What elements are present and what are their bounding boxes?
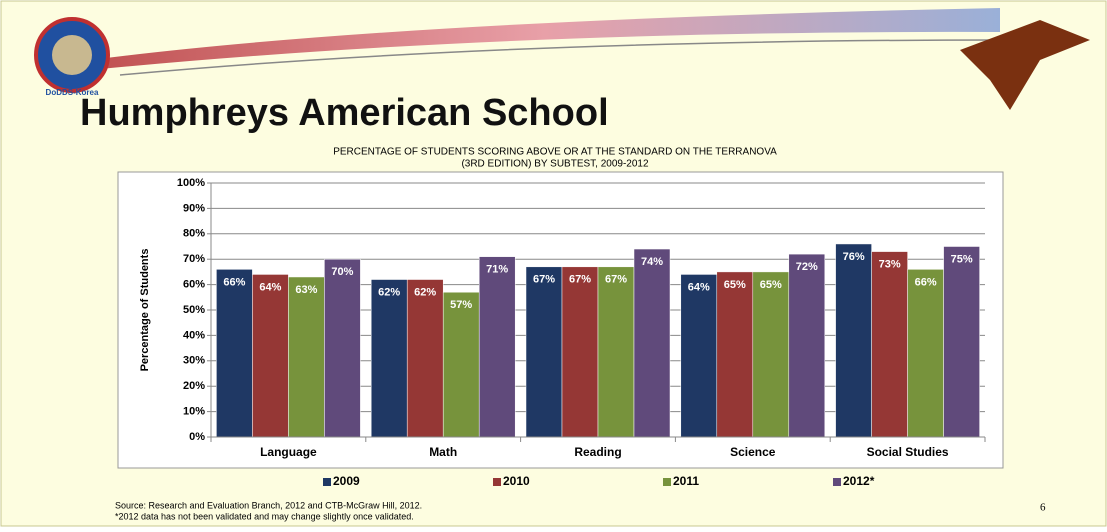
source-text: Source: Research and Evaluation Branch, … <box>115 500 422 510</box>
data-label: 64% <box>259 281 281 293</box>
data-label: 72% <box>796 261 818 273</box>
bar <box>634 249 670 437</box>
note-text: *2012 data has not been validated and ma… <box>115 511 414 521</box>
bar <box>324 259 360 437</box>
x-tick-label: Social Studies <box>867 445 949 459</box>
y-axis-label: Percentage of Students <box>139 249 151 372</box>
y-tick-label: 50% <box>183 304 205 316</box>
data-label: 67% <box>533 274 555 286</box>
legend-label: 2012* <box>843 474 875 488</box>
y-tick-label: 60% <box>183 279 205 291</box>
data-label: 64% <box>688 281 710 293</box>
y-tick-label: 0% <box>189 431 205 443</box>
bar <box>753 272 789 437</box>
chart-title: (3RD EDITION) BY SUBTEST, 2009-2012 <box>461 159 649 170</box>
data-label: 74% <box>641 256 663 268</box>
bar <box>216 269 252 437</box>
data-label: 66% <box>915 276 937 288</box>
legend-label: 2009 <box>333 474 360 488</box>
bar <box>443 292 479 437</box>
y-tick-label: 40% <box>183 329 205 341</box>
bar <box>407 280 443 437</box>
bar <box>681 274 717 437</box>
page-number: 6 <box>1040 502 1046 514</box>
data-label: 75% <box>951 253 973 265</box>
bar <box>562 267 598 437</box>
legend-swatch <box>833 478 841 486</box>
y-tick-label: 80% <box>183 228 205 240</box>
legend-swatch <box>493 478 501 486</box>
data-label: 63% <box>295 284 317 296</box>
data-label: 65% <box>760 279 782 291</box>
legend-label: 2011 <box>673 474 699 488</box>
y-tick-label: 70% <box>183 253 205 265</box>
y-tick-label: 30% <box>183 355 205 367</box>
data-label: 73% <box>879 258 901 270</box>
legend-swatch <box>663 478 671 486</box>
data-label: 65% <box>724 279 746 291</box>
bar <box>288 277 324 437</box>
chart-title: PERCENTAGE OF STUDENTS SCORING ABOVE OR … <box>333 147 777 158</box>
y-tick-label: 20% <box>183 380 205 392</box>
data-label: 62% <box>378 286 400 298</box>
bar <box>789 254 825 437</box>
legend-label: 2010 <box>503 474 530 488</box>
data-label: 67% <box>569 274 591 286</box>
data-label: 70% <box>331 266 353 278</box>
bar <box>479 257 515 437</box>
bar <box>371 280 407 437</box>
data-label: 62% <box>414 286 436 298</box>
data-label: 66% <box>223 276 245 288</box>
bar <box>598 267 634 437</box>
data-label: 67% <box>605 274 627 286</box>
slide: DoDDS-Korea Humphreys American School PE… <box>0 0 1107 527</box>
logo-center <box>52 35 92 75</box>
x-tick-label: Math <box>429 445 457 459</box>
x-tick-label: Reading <box>574 445 621 459</box>
data-label: 71% <box>486 264 508 276</box>
bar <box>908 269 944 437</box>
bar <box>717 272 753 437</box>
bar <box>252 274 288 437</box>
y-tick-label: 100% <box>177 177 205 189</box>
data-label: 76% <box>843 251 865 263</box>
bar <box>872 252 908 437</box>
bar <box>526 267 562 437</box>
y-tick-label: 10% <box>183 406 205 418</box>
legend-swatch <box>323 478 331 486</box>
data-label: 57% <box>450 299 472 311</box>
y-tick-label: 90% <box>183 202 205 214</box>
bar <box>836 244 872 437</box>
x-tick-label: Science <box>730 445 776 459</box>
slide-title: Humphreys American School <box>80 92 609 134</box>
bar <box>944 247 980 438</box>
x-tick-label: Language <box>260 445 317 459</box>
